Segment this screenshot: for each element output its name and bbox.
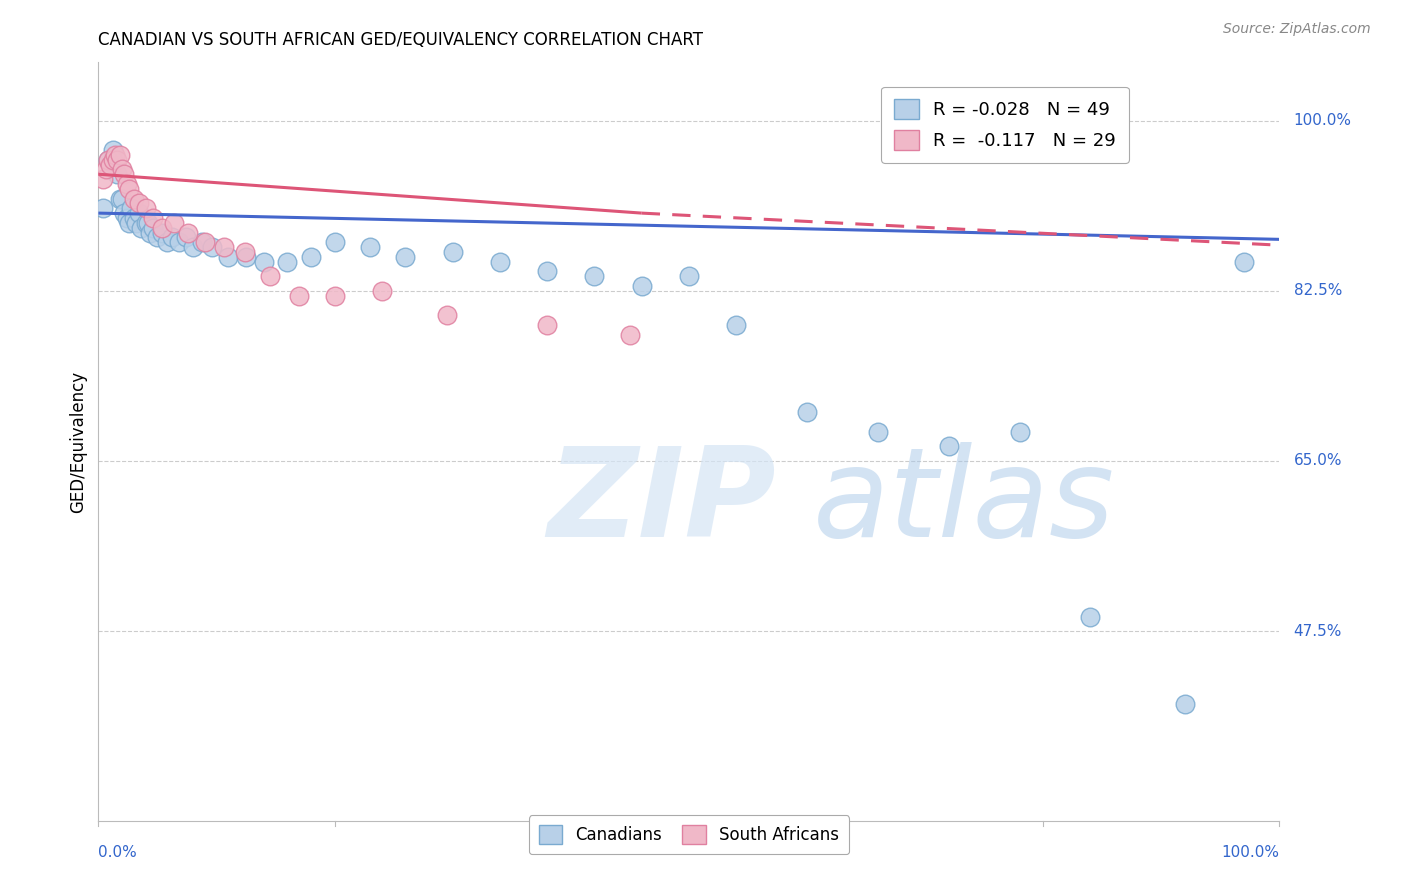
Point — [112, 206, 135, 220]
Point — [1008, 425, 1031, 439]
Point — [101, 153, 124, 167]
Point — [142, 220, 165, 235]
Text: 82.5%: 82.5% — [1294, 284, 1341, 298]
Point — [181, 240, 204, 254]
Point — [235, 250, 257, 264]
Point — [167, 235, 190, 250]
Point — [125, 216, 148, 230]
Point — [105, 167, 128, 181]
Point — [160, 230, 183, 244]
Point — [98, 157, 121, 171]
Point — [323, 289, 346, 303]
Point — [108, 192, 131, 206]
Point — [174, 230, 197, 244]
Y-axis label: GED/Equivalency: GED/Equivalency — [69, 370, 87, 513]
Point — [115, 211, 138, 225]
Point — [136, 216, 159, 230]
Point — [146, 230, 169, 244]
Point — [94, 162, 117, 177]
Point — [194, 235, 217, 250]
Point — [91, 172, 114, 186]
Point — [191, 235, 214, 250]
Text: CANADIAN VS SOUTH AFRICAN GED/EQUIVALENCY CORRELATION CHART: CANADIAN VS SOUTH AFRICAN GED/EQUIVALENC… — [98, 31, 703, 49]
Point — [135, 201, 157, 215]
Point — [104, 148, 127, 162]
Point — [630, 279, 652, 293]
Point — [276, 254, 298, 268]
Point — [135, 216, 157, 230]
Point — [938, 439, 960, 453]
Point — [122, 211, 145, 225]
Point — [233, 245, 256, 260]
Point — [108, 148, 131, 162]
Point — [796, 405, 818, 419]
Point — [253, 254, 276, 268]
Point — [436, 308, 458, 322]
Point — [866, 425, 889, 439]
Point — [536, 318, 558, 332]
Point — [212, 240, 235, 254]
Point — [201, 240, 224, 254]
Point — [678, 269, 700, 284]
Point — [1174, 697, 1197, 711]
Point — [163, 216, 186, 230]
Legend: Canadians, South Africans: Canadians, South Africans — [529, 815, 849, 854]
Point — [177, 226, 200, 240]
Point — [536, 264, 558, 278]
Point — [111, 162, 134, 177]
Point — [129, 220, 152, 235]
Point — [299, 250, 322, 264]
Point — [118, 182, 141, 196]
Text: 47.5%: 47.5% — [1294, 624, 1341, 639]
Text: Source: ZipAtlas.com: Source: ZipAtlas.com — [1223, 22, 1371, 37]
Point — [150, 226, 173, 240]
Text: 65.0%: 65.0% — [1294, 453, 1343, 468]
Point — [105, 153, 128, 167]
Point — [1233, 254, 1256, 268]
Point — [359, 240, 381, 254]
Point — [1080, 609, 1102, 624]
Point — [217, 250, 239, 264]
Point — [394, 250, 416, 264]
Point — [142, 211, 165, 225]
Point — [97, 153, 120, 167]
Point — [150, 220, 173, 235]
Text: 0.0%: 0.0% — [98, 845, 138, 860]
Point — [112, 167, 135, 181]
Point — [725, 318, 748, 332]
Text: 100.0%: 100.0% — [1222, 845, 1279, 860]
Point — [583, 269, 606, 284]
Point — [288, 289, 311, 303]
Text: ZIP: ZIP — [547, 442, 776, 563]
Point — [139, 226, 162, 240]
Point — [323, 235, 346, 250]
Point — [128, 196, 150, 211]
Point — [259, 269, 281, 284]
Point — [122, 192, 145, 206]
Point — [128, 206, 150, 220]
Point — [101, 143, 124, 157]
Point — [489, 254, 512, 268]
Point — [441, 245, 464, 260]
Point — [156, 235, 179, 250]
Point — [371, 284, 394, 298]
Point — [118, 216, 141, 230]
Point — [115, 177, 138, 191]
Point — [619, 327, 641, 342]
Point — [91, 201, 114, 215]
Point — [121, 201, 143, 215]
Point — [111, 192, 134, 206]
Text: atlas: atlas — [813, 442, 1115, 563]
Point — [97, 153, 120, 167]
Text: 100.0%: 100.0% — [1294, 113, 1351, 128]
